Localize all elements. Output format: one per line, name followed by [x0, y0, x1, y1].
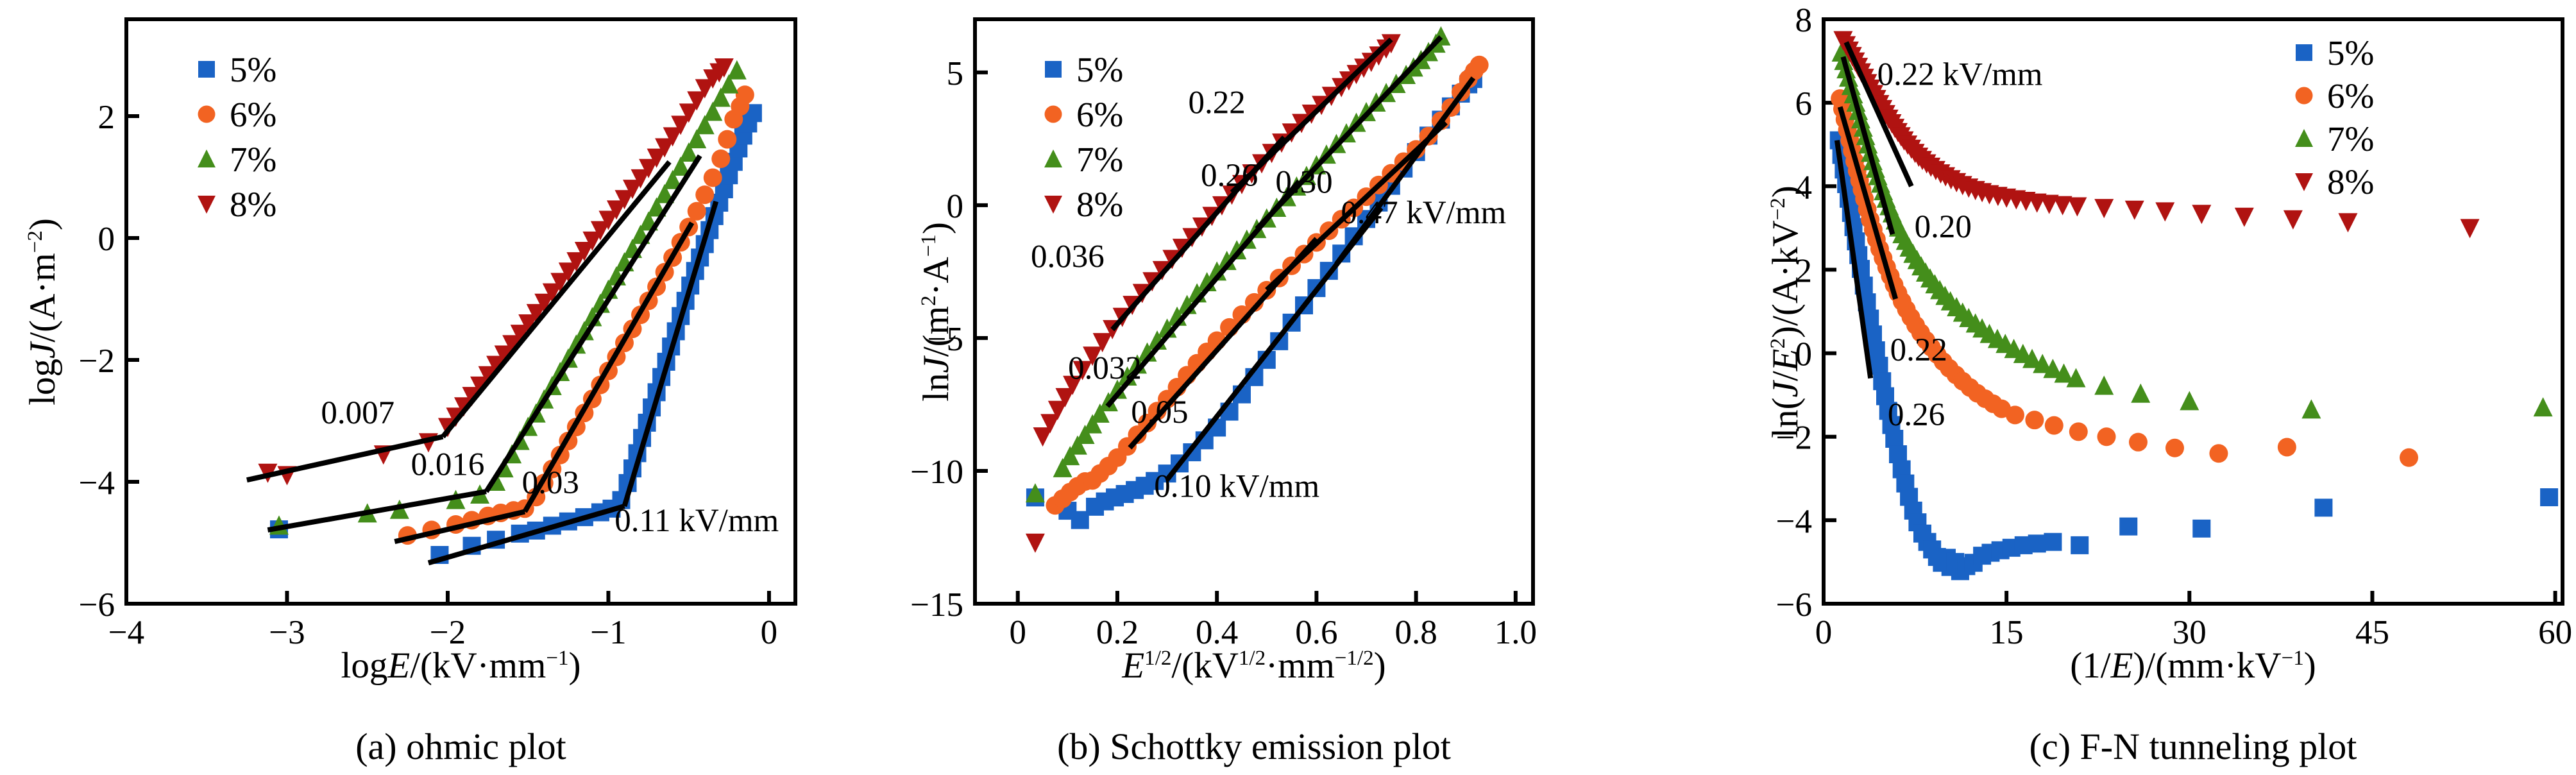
panel-a-annotation: 0.016 [411, 447, 485, 483]
legend-label: 6% [1076, 95, 1123, 134]
legend-label: 5% [2327, 33, 2374, 72]
caption-a: (a) ohmic plot [355, 726, 566, 767]
panel-c-ytick: 8 [1795, 2, 1813, 39]
legend-label: 8% [2327, 162, 2374, 201]
panel-b-xtick: 0.8 [1394, 614, 1437, 651]
caption-c: (c) F-N tunneling plot [2029, 726, 2357, 767]
panel-a-fit-line [427, 504, 625, 566]
legend-label: 8% [1076, 185, 1123, 224]
panel-b-xtick: 0.4 [1196, 614, 1238, 651]
panel-a-xtick: −1 [590, 614, 626, 651]
panel-a-ytick: 2 [98, 99, 115, 136]
panel-a-fit-line [394, 509, 526, 545]
legend-label: 6% [230, 95, 276, 134]
panel-c: 0 15 30 45 60 8 6 4 2 0 −2 −4 −6 0.22 kV/mm 0.20 0.22 0.… [1776, 2, 2572, 651]
panel-c-xtick: 30 [2173, 614, 2207, 651]
panel-b-annotation: 0.26 [1201, 158, 1258, 194]
panel-c-annotation: 0.22 kV/mm [1877, 57, 2043, 93]
panel-b-xtick: 1.0 [1495, 614, 1537, 651]
panel-b-ytick: 0 [947, 188, 964, 225]
panel-a-xtick: −2 [430, 614, 466, 651]
panel-a-annotation: 0.11 kV/mm [614, 503, 779, 539]
panel-c-xtick: 15 [1990, 614, 2024, 651]
panel-c-ytick: 0 [1795, 336, 1813, 373]
ylabel-c: ln(J/E2)/(A·kV−2) [1765, 185, 1806, 438]
panel-c-annotation: 0.26 [1888, 397, 1945, 433]
legend-label: 6% [2327, 76, 2374, 115]
panel-a-fit-line [522, 221, 695, 513]
panel-c-xtick: 45 [2355, 614, 2389, 651]
legend-label: 7% [1076, 140, 1123, 179]
panel-b-legend: 5% 6% 7% 8% [1044, 50, 1123, 224]
panel-b-ytick: −15 [910, 586, 963, 624]
panel-c-fit-line [1837, 106, 1899, 300]
panel-b-annotation: 0.22 [1189, 85, 1246, 121]
panel-b-fit-line [1334, 76, 1476, 266]
panel-b-ytick: −10 [910, 454, 963, 491]
panel-a-xtick: 0 [761, 614, 778, 651]
panel-c-ytick: −6 [1776, 586, 1812, 624]
panel-b-annotation: 0.47 kV/mm [1341, 195, 1506, 231]
ylabel-a: logJ/(A·m−2) [22, 218, 63, 405]
panel-a-ytick: −4 [79, 464, 115, 502]
panel-b-ytick: −5 [928, 321, 963, 358]
panel-b-annotation: 0.036 [1031, 239, 1105, 275]
xlabel-a: logE/(kV·mm−1) [341, 645, 581, 686]
panel-a-fit-line [246, 434, 444, 483]
panel-b-fit-line [1255, 35, 1443, 231]
panel-a-fit-line [622, 200, 719, 507]
panel-a-ytick: −6 [79, 586, 115, 624]
panel-c-ytick: −4 [1776, 503, 1812, 540]
panel-b-ytick: 5 [947, 55, 964, 92]
panel-b-fit-line [1230, 37, 1393, 194]
panel-b-fit-line [1265, 121, 1448, 292]
caption-b: (b) Schottky emission plot [1057, 726, 1451, 767]
panel-c-xtick: 60 [2538, 614, 2572, 651]
panel-c-ytick: 4 [1795, 169, 1813, 206]
panel-a-fit-line [441, 160, 672, 439]
panel-c-legend: 5% 6% 7% 8% [2295, 33, 2374, 201]
panel-c-fit-line [1843, 41, 1914, 187]
xlabel-b: E1/2/(kV1/2·mm−1/2) [1122, 645, 1386, 686]
panel-c-ytick: 6 [1795, 85, 1813, 123]
panel-a-xtick: −3 [269, 614, 305, 651]
panel-b-xtick: 0.2 [1096, 614, 1139, 651]
panel-a-ytick: 0 [98, 221, 115, 258]
panel-b-annotation: 0.10 kV/mm [1154, 469, 1319, 505]
panel-a-annotation: 0.007 [321, 395, 394, 431]
panel-a-legend: 5% 6% 7% 8% [198, 50, 276, 224]
panel-c-ytick: 2 [1795, 252, 1813, 289]
panel-b-annotation: 0.05 [1131, 395, 1188, 430]
panel-c-ytick: −2 [1776, 420, 1812, 457]
panel-a-fit-line [267, 489, 487, 532]
legend-label: 8% [230, 185, 276, 224]
xlabel-c: (1/E)/(mm·kV−1) [2070, 645, 2316, 686]
panel-c-series-5% [1829, 131, 2559, 581]
panel-a-fit-line [484, 154, 702, 493]
panel-a-xtick: −4 [108, 614, 144, 651]
panel-a-annotation: 0.03 [522, 465, 579, 501]
panel-c-xtick: 0 [1815, 614, 1833, 651]
panel-b-annotation: 0.30 [1275, 165, 1332, 201]
panel-a-ytick: −2 [79, 343, 115, 380]
panel-c-annotation: 0.20 [1915, 209, 1972, 245]
legend-label: 5% [230, 50, 276, 89]
panel-c-annotation: 0.22 [1890, 332, 1947, 368]
panel-b: 0 0.2 0.4 0.6 0.8 1.050−5−10−150.220.26 0.300.… [910, 17, 1537, 651]
legend-label: 7% [230, 140, 276, 179]
panel-b-annotation: 0.032 [1068, 350, 1142, 386]
legend-label: 7% [2327, 119, 2374, 158]
panel-c-fit-line [1840, 56, 1895, 235]
ylabel-b: lnJ/(m2·A−1) [916, 222, 956, 402]
panel-b-xtick: 0.6 [1295, 614, 1337, 651]
panel-b-xtick: 0 [1009, 614, 1026, 651]
panel-c-series-8% [1833, 31, 2480, 239]
panel-c-fit-line [1834, 140, 1874, 379]
legend-label: 5% [1076, 50, 1123, 89]
